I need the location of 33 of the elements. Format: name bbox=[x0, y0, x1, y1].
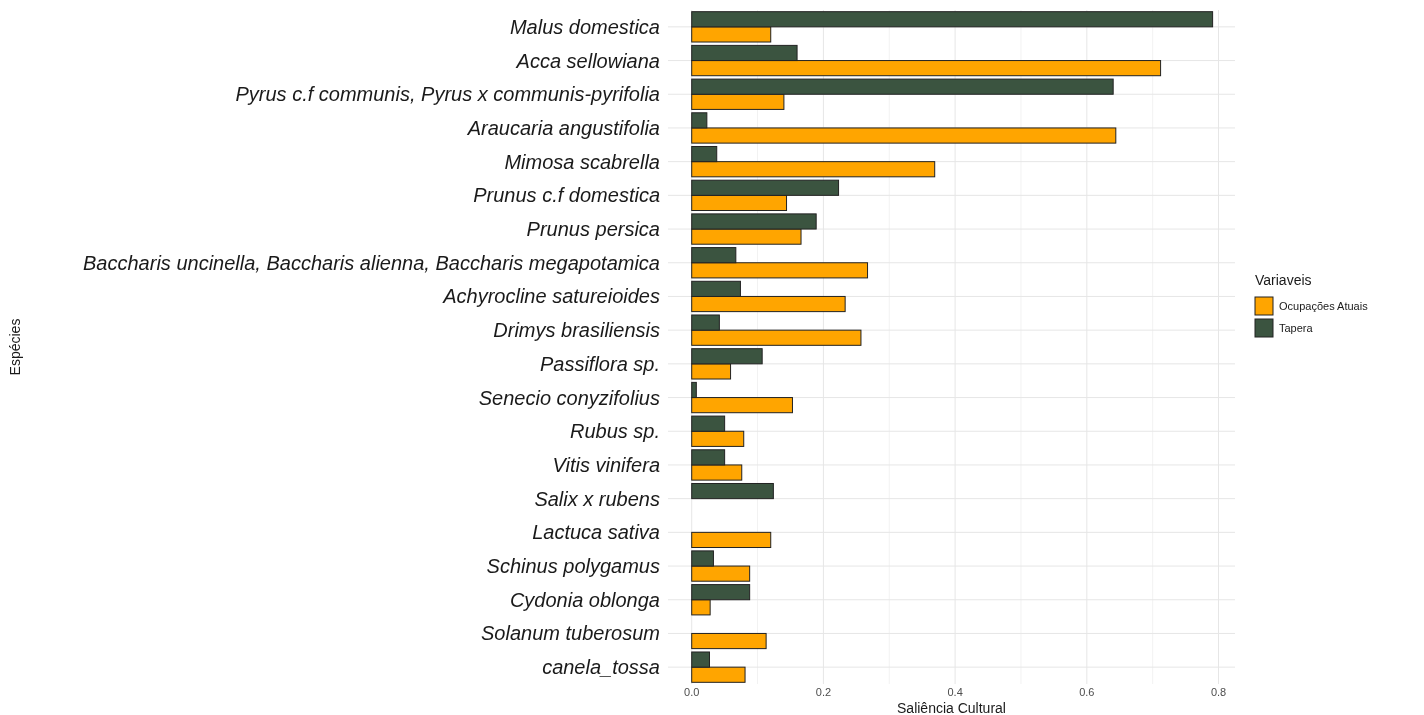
y-tick-label: Acca sellowiana bbox=[515, 49, 660, 72]
x-tick-label: 0.4 bbox=[947, 686, 963, 698]
y-tick-label: Malus domestica bbox=[509, 15, 660, 38]
bar bbox=[691, 531, 772, 549]
y-tick-label: Prunus persica bbox=[526, 218, 660, 241]
y-tick-label: Schinus polygamus bbox=[486, 555, 660, 578]
x-axis-title: Saliência Cultural bbox=[897, 700, 1006, 715]
y-axis-title: Espécies bbox=[7, 318, 23, 376]
y-tick-label: Vitis vinifera bbox=[552, 453, 660, 476]
y-tick-label: Salix x rubens bbox=[534, 487, 660, 510]
legend-label: Ocupações Atuais bbox=[1279, 299, 1369, 312]
y-tick-label: Achyrocline satureioides bbox=[442, 285, 660, 308]
x-tick-label: 0.0 bbox=[684, 686, 700, 698]
legend-title: Variaveis bbox=[1255, 272, 1312, 288]
y-tick-label: Solanum tuberosum bbox=[481, 622, 660, 645]
y-tick-label: Senecio conyzifolius bbox=[478, 386, 660, 409]
y-tick-label: Lactuca sativa bbox=[532, 521, 660, 544]
y-tick-label: Prunus c.f domestica bbox=[473, 184, 660, 207]
y-tick-label: Mimosa scabrella bbox=[504, 150, 660, 173]
y-tick-label: Pyrus c.f communis, Pyrus x communis-pyrifolia bbox=[235, 83, 660, 106]
y-tick-label: canela_tossa bbox=[542, 656, 660, 679]
bar bbox=[691, 632, 767, 650]
y-tick-label: Rubus sp. bbox=[569, 420, 660, 443]
y-tick-label: Baccharis uncinella, Baccharis alienna, Baccharis megapotamica bbox=[83, 251, 660, 274]
x-tick-label: 0.6 bbox=[1079, 686, 1095, 698]
y-tick-label: Passiflora sp. bbox=[539, 352, 660, 375]
x-tick-label: 0.2 bbox=[815, 686, 832, 698]
legend-label: Tapera bbox=[1279, 321, 1314, 334]
x-tick-label: 0.8 bbox=[1210, 686, 1227, 698]
y-tick-label: Drimys brasiliensis bbox=[493, 319, 660, 342]
y-tick-label: Cydonia oblonga bbox=[509, 588, 660, 611]
y-tick-label: Araucaria angustifolia bbox=[466, 116, 660, 139]
bar bbox=[691, 482, 774, 500]
